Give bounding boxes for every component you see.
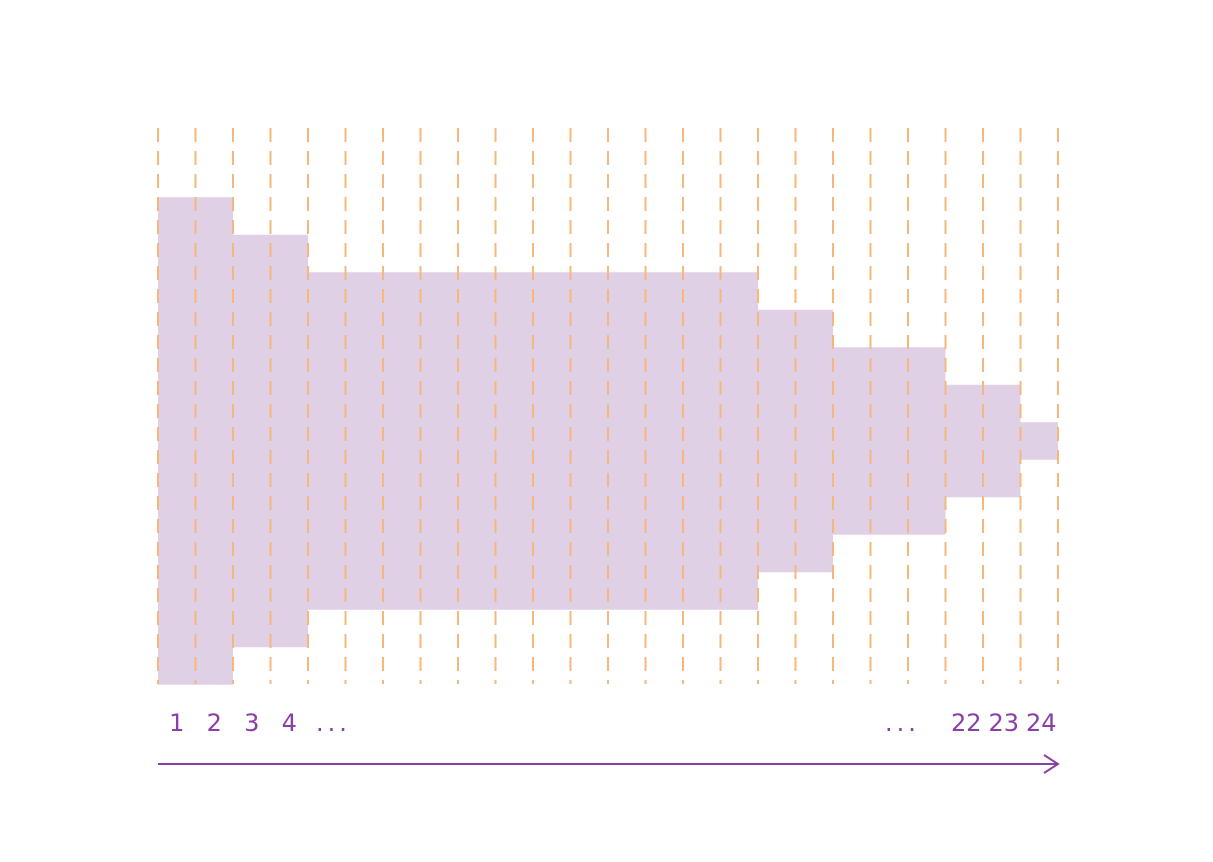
ellipsis-left: ... [316, 709, 351, 737]
fill-segment-7 [1020, 422, 1058, 460]
column-label-24: 24 [1026, 709, 1057, 737]
column-label-4: 4 [282, 709, 297, 737]
ellipsis-right: ... [885, 709, 920, 737]
column-labels: 1 2 3 4 ... ... 22 23 24 [169, 709, 1056, 737]
gridlines [157, 128, 1059, 684]
fill-segment-5 [833, 347, 946, 535]
direction-arrow [158, 754, 1060, 774]
column-label-22: 22 [951, 709, 982, 737]
column-label-1: 1 [169, 709, 184, 737]
arrow-head-icon [1043, 754, 1060, 774]
column-label-2: 2 [207, 709, 222, 737]
column-label-3: 3 [244, 709, 259, 737]
column-label-23: 23 [988, 709, 1019, 737]
